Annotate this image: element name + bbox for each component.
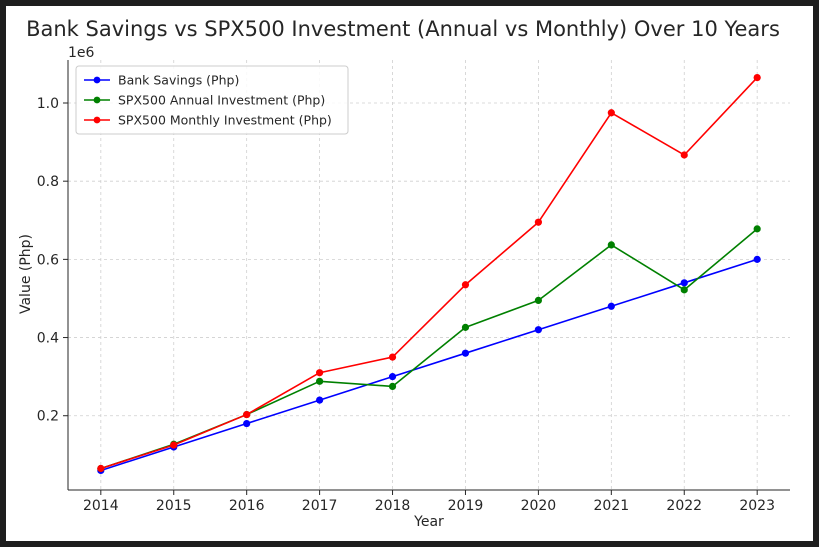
data-point: [461, 281, 470, 289]
x-tick-label: 2018: [375, 498, 411, 514]
axes: 2014 2015 2016 2017 2018 2019 2020 2021 2022 2023…: [37, 60, 790, 514]
data-point: [534, 296, 542, 305]
data-point: [680, 286, 688, 294]
x-axis-title: Year: [413, 514, 444, 530]
legend-label: Bank Savings (Php): [118, 73, 239, 88]
y-tick-label: 0.6: [37, 252, 59, 268]
x-tick-label: 2017: [302, 498, 338, 514]
x-tick-label: 2015: [156, 498, 192, 514]
y-tick-label: 1.0: [37, 96, 59, 112]
chart-frame: Bank Savings vs SPX500 Investment (Annua…: [6, 6, 813, 541]
data-point: [316, 369, 324, 377]
data-point: [461, 349, 470, 357]
y-tick-label: 0.8: [37, 174, 59, 190]
data-point: [607, 241, 615, 249]
series-line: [100, 258, 758, 472]
data-point: [316, 396, 324, 404]
data-point: [753, 225, 761, 233]
x-tick-label: 2019: [448, 498, 484, 514]
data-point: [170, 441, 178, 449]
data-point: [388, 373, 397, 381]
chart-title: Bank Savings vs SPX500 Investment (Annua…: [26, 17, 780, 41]
legend-box: [75, 65, 349, 135]
data-point: [243, 419, 251, 428]
line-chart: Bank Savings vs SPX500 Investment (Annua…: [18, 17, 790, 530]
legend-label: SPX500 Monthly Investment (Php): [118, 113, 332, 128]
x-tick-label: 2021: [594, 498, 630, 514]
y-offset-label: 1e6: [68, 45, 95, 61]
data-point: [243, 410, 251, 419]
data-point: [534, 326, 542, 334]
data-point: [97, 464, 105, 473]
data-point: [680, 279, 688, 287]
data-point: [607, 109, 615, 117]
data-point: [388, 353, 397, 361]
data-point: [316, 377, 324, 385]
data-point: [388, 382, 397, 391]
data-point: [534, 218, 542, 226]
y-tick-label: 0.4: [37, 331, 59, 347]
x-tick-label: 2023: [739, 498, 775, 514]
series: [97, 73, 761, 475]
y-axis-title: Value (Php): [18, 234, 34, 314]
series-line: [100, 228, 758, 470]
data-point: [607, 302, 615, 310]
legend-marker: [93, 76, 101, 84]
series-line: [100, 77, 758, 470]
x-tick-label: 2022: [666, 498, 702, 514]
x-tick-label: 2016: [229, 498, 265, 514]
legend-marker: [93, 116, 101, 124]
legend: Bank Savings (Php) SPX500 Annual Investme…: [75, 65, 349, 135]
data-point: [753, 255, 761, 263]
data-point: [753, 73, 761, 82]
legend-label: SPX500 Annual Investment (Php): [118, 93, 325, 108]
y-tick-label: 0.2: [37, 409, 59, 425]
x-tick-label: 2020: [521, 498, 557, 514]
data-point: [461, 323, 470, 331]
x-tick-label: 2014: [83, 498, 119, 514]
data-point: [680, 151, 688, 159]
legend-marker: [93, 96, 101, 104]
